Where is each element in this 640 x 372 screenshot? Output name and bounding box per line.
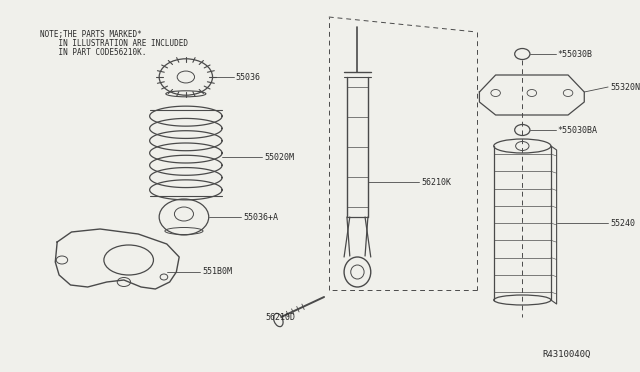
Text: R4310040Q: R4310040Q: [543, 350, 591, 359]
Ellipse shape: [493, 139, 551, 153]
Text: 55020M: 55020M: [264, 153, 294, 162]
Text: *55030BA: *55030BA: [557, 125, 598, 135]
Text: 551B0M: 551B0M: [202, 267, 232, 276]
Text: NOTE;THE PARTS MARKED*: NOTE;THE PARTS MARKED*: [40, 30, 142, 39]
Text: 55036+A: 55036+A: [243, 212, 278, 221]
Text: *55030B: *55030B: [557, 49, 593, 58]
Text: 56210K: 56210K: [421, 177, 451, 186]
Text: 55320N: 55320N: [610, 83, 640, 92]
Text: IN ILLUSTRATION ARE INCLUDED: IN ILLUSTRATION ARE INCLUDED: [40, 39, 188, 48]
Text: 56210D: 56210D: [265, 312, 295, 321]
Text: IN PART CODE56210K.: IN PART CODE56210K.: [40, 48, 147, 57]
Text: 55240: 55240: [610, 218, 635, 228]
Ellipse shape: [493, 295, 551, 305]
Text: 55036: 55036: [236, 73, 260, 81]
